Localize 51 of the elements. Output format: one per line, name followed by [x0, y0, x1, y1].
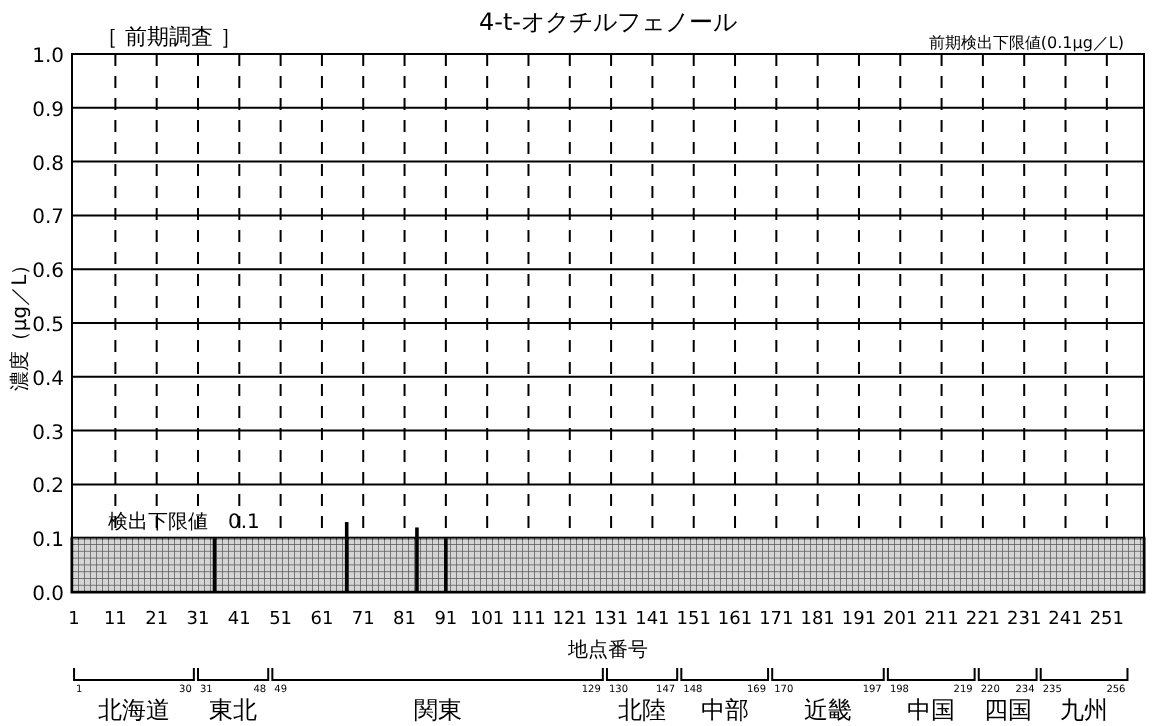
x-tick-label: 11 — [103, 610, 127, 630]
x-tick-label: 21 — [145, 610, 169, 630]
x-tick-label: 41 — [227, 610, 251, 630]
text: 関東 — [413, 696, 462, 724]
y-axis-title: 濃度（μg／L） — [8, 254, 32, 392]
x-tick-label: 131 — [593, 610, 629, 630]
x-tick-label: 221 — [965, 610, 1001, 630]
text: 九州 — [1060, 696, 1109, 724]
x-tick-label: 151 — [676, 610, 711, 630]
y-tick-label: 0.9 — [32, 99, 64, 122]
x-tick-label: 141 — [635, 610, 670, 630]
x-tick-label: 31 — [186, 610, 210, 630]
x-tick-label: 61 — [310, 610, 334, 630]
x-tick-label: 181 — [800, 610, 835, 630]
y-tick-label: 0.2 — [32, 476, 64, 499]
x-tick-label: 51 — [269, 610, 293, 630]
y-tick-label: 0.4 — [32, 368, 64, 391]
x-tick-label: 81 — [393, 610, 416, 630]
text: 東北 — [209, 696, 258, 724]
text: 中部 — [700, 696, 749, 724]
x-tick-label: 171 — [759, 610, 794, 630]
text: 近畿 — [803, 696, 852, 724]
y-tick-label: 0.5 — [32, 315, 64, 337]
x-tick-label: 201 — [883, 610, 918, 630]
y-tick-label: 1.0 — [32, 46, 64, 68]
x-axis-title: 地点番号 — [566, 638, 648, 662]
x-tick-label: 71 — [351, 610, 375, 630]
text: 四国 — [983, 696, 1032, 724]
y-tick-label: 0.1 — [32, 530, 64, 553]
y-tick-label: 0.8 — [32, 153, 64, 176]
x-tick-label: 91 — [434, 610, 458, 630]
x-tick-label: 121 — [552, 610, 587, 630]
x-tick-label: 231 — [1007, 610, 1042, 630]
text: 北陸 — [618, 696, 667, 724]
x-tick-label: 111 — [511, 610, 546, 630]
chart-title: 4-t-オクチルフェノール — [479, 8, 737, 36]
chart-subtitle: ［ 前期調査 ］ — [96, 24, 242, 50]
y-tick-label: 0.3 — [32, 422, 64, 445]
x-tick-label: 251 — [1089, 610, 1125, 630]
x-tick-label: 241 — [1048, 610, 1083, 630]
text: 前期検出下限値(0.1μg／L) — [928, 34, 1124, 52]
text: 中国 — [907, 696, 956, 724]
x-tick-label: 1 — [68, 610, 80, 630]
y-tick-label: 0.6 — [32, 261, 64, 284]
text: 北海道 — [97, 696, 170, 724]
x-tick-label: 211 — [924, 610, 959, 630]
x-tick-label: 161 — [717, 610, 753, 630]
y-tick-label: 0.0 — [32, 584, 64, 606]
x-tick-label: 191 — [841, 610, 877, 630]
x-tick-label: 101 — [469, 610, 505, 630]
y-tick-label: 0.7 — [32, 207, 64, 230]
